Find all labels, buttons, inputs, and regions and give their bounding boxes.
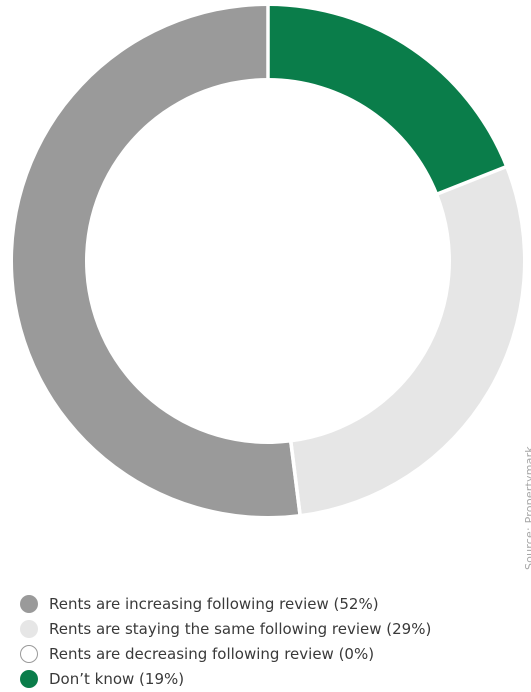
legend-label: Rents are staying the same following rev… [49, 620, 432, 638]
legend-item: Rents are increasing following review (5… [20, 592, 431, 616]
legend-label: Rents are decreasing following review (0… [49, 645, 375, 663]
legend-label: Don’t know (19%) [49, 670, 185, 688]
legend-swatch-icon [20, 595, 38, 613]
donut-slice-3 [13, 6, 300, 516]
legend-item: Rents are decreasing following review (0… [20, 642, 431, 666]
chart-legend: Rents are increasing following review (5… [20, 592, 431, 692]
legend-item: Don’t know (19%) [20, 667, 431, 691]
slice-separator-1 [435, 164, 508, 196]
legend-label: Rents are increasing following review (5… [49, 595, 379, 613]
legend-swatch-icon [20, 645, 38, 663]
source-note: Source: Propertymark [523, 446, 531, 570]
donut-slice-1 [290, 167, 523, 514]
slice-separator-3 [288, 440, 302, 517]
legend-item: Rents are staying the same following rev… [20, 617, 431, 641]
legend-swatch-icon [20, 670, 38, 688]
legend-swatch-icon [20, 620, 38, 638]
donut-chart [13, 4, 523, 517]
donut-slice-0 [268, 6, 506, 194]
